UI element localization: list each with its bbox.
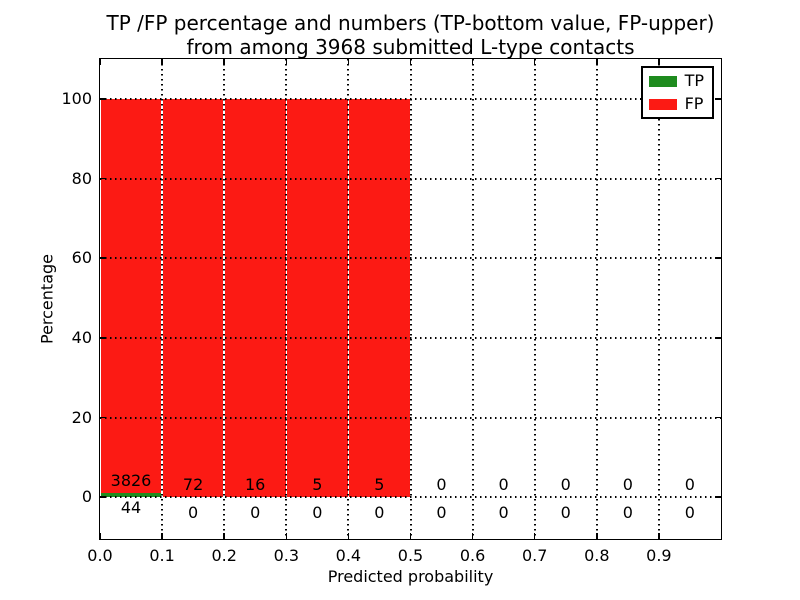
tp-count-label: 0 [188, 503, 199, 523]
y-tick-mark [715, 337, 721, 339]
tp-count-label: 0 [498, 503, 509, 523]
x-tick-mark [596, 59, 598, 65]
y-tick-mark [715, 98, 721, 100]
x-gridline [471, 59, 474, 539]
legend-entry-fp: FP [648, 94, 704, 113]
x-tick-mark [99, 59, 101, 65]
tp-count-label: 0 [684, 503, 695, 523]
x-gridline [595, 59, 598, 539]
x-tick-label: 0.1 [149, 546, 175, 565]
y-tick-mark [100, 416, 106, 419]
y-tick-mark [100, 496, 106, 498]
fp-bar [287, 98, 348, 498]
x-tick-mark [223, 59, 225, 65]
legend-fp-swatch [648, 98, 677, 110]
fp-count-label: 0 [436, 475, 447, 495]
plot-area: TP FP 3826 44 72 0 16 0 5 0 5 0 0 0 0 0 0 0 0 0 0 0 [99, 58, 722, 540]
x-axis-label: Predicted probability [327, 567, 494, 586]
x-tick-mark [471, 533, 474, 539]
chart-title-line1: TP /FP percentage and numbers (TP-bottom… [106, 11, 715, 35]
tp-count-label: 0 [374, 503, 385, 523]
x-tick-label: 0.3 [273, 546, 300, 565]
y-tick-label: 40 [71, 327, 92, 347]
x-tick-mark [285, 533, 288, 539]
tp-count-label: 0 [250, 503, 261, 523]
x-tick-mark [471, 59, 474, 65]
fp-count-label: 5 [374, 475, 385, 495]
x-tick-mark [223, 533, 225, 539]
x-tick-mark [533, 533, 536, 539]
x-tick-mark [285, 59, 288, 65]
x-gridline [347, 59, 350, 539]
y-tick-mark [100, 337, 106, 339]
x-tick-mark [596, 533, 598, 539]
fp-bar [100, 98, 162, 494]
x-tick-mark [409, 59, 412, 65]
fp-count-label: 3826 [110, 470, 152, 490]
legend-entry-tp: TP [648, 71, 704, 90]
x-gridline [533, 59, 536, 539]
x-tick-label: 0.0 [87, 546, 113, 565]
x-tick-mark [658, 59, 660, 65]
fp-count-label: 0 [560, 475, 571, 495]
legend-tp-swatch [648, 75, 677, 87]
fp-count-label: 72 [182, 475, 204, 495]
x-tick-label: 0.4 [335, 546, 362, 565]
y-tick-label: 0 [81, 487, 92, 507]
fp-count-label: 5 [312, 475, 323, 495]
chart-title: TP /FP percentage and numbers (TP-bottom… [100, 11, 721, 60]
tp-count-label: 0 [560, 503, 571, 523]
fp-bar [225, 98, 286, 498]
fp-count-label: 0 [684, 475, 695, 495]
x-gridline [223, 59, 226, 539]
legend-fp-label: FP [684, 94, 704, 113]
x-tick-label: 0.7 [521, 546, 548, 565]
fp-count-label: 16 [245, 475, 266, 495]
x-tick-mark [347, 59, 350, 65]
y-tick-mark [100, 177, 106, 180]
tp-count-label: 0 [312, 503, 323, 523]
x-tick-mark [533, 59, 536, 65]
tp-count-label: 0 [436, 503, 447, 523]
x-tick-mark [161, 533, 163, 539]
y-tick-label: 60 [71, 248, 92, 268]
fp-count-label: 0 [498, 475, 509, 495]
x-tick-label: 0.9 [646, 546, 672, 565]
fp-bar [349, 98, 410, 498]
tp-count-label: 44 [120, 498, 142, 518]
x-tick-label: 0.5 [397, 546, 424, 565]
y-tick-mark [715, 177, 721, 180]
legend: TP FP [640, 66, 714, 119]
x-tick-mark [347, 533, 350, 539]
y-tick-mark [715, 257, 721, 259]
x-gridline [285, 59, 288, 539]
x-tick-mark [409, 533, 412, 539]
y-tick-mark [715, 416, 721, 419]
x-gridline [161, 59, 164, 539]
legend-tp-label: TP [684, 71, 704, 90]
tp-bar [100, 492, 162, 498]
y-tick-mark [715, 496, 721, 498]
x-tick-label: 0.8 [584, 546, 610, 565]
x-tick-label: 0.6 [459, 546, 486, 565]
fp-count-label: 0 [622, 475, 633, 495]
chart-title-line2: from among 3968 submitted L-type contact… [186, 35, 635, 60]
y-tick-mark [100, 98, 106, 100]
tp-count-label: 0 [622, 503, 633, 523]
x-tick-mark [161, 59, 163, 65]
y-tick-label: 20 [71, 407, 92, 427]
x-tick-label: 0.2 [211, 546, 237, 565]
y-tick-label: 80 [71, 168, 92, 188]
y-tick-mark [100, 257, 106, 259]
x-tick-mark [658, 533, 660, 539]
x-gridline [409, 59, 412, 539]
y-tick-label: 100 [61, 88, 92, 108]
x-tick-mark [99, 533, 101, 539]
x-gridline [657, 59, 660, 539]
fp-bar [162, 98, 224, 498]
